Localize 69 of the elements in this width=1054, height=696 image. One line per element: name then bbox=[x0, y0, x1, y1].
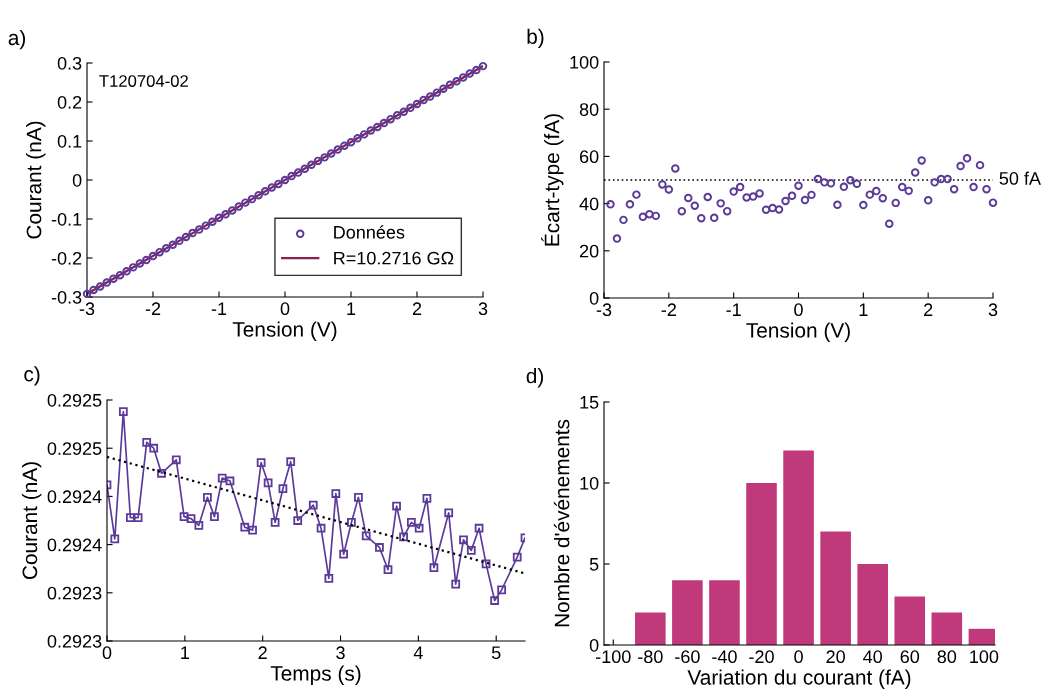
y-tick-label: 0.2924 bbox=[47, 538, 102, 552]
x-tick-label: 40 bbox=[863, 650, 883, 664]
x-tick-label: 1 bbox=[347, 302, 356, 315]
y-tick-label: 10 bbox=[580, 476, 599, 490]
x-tick-label: 1 bbox=[181, 646, 189, 659]
y-tick-label: 0.2924 bbox=[47, 490, 102, 504]
y-axis-title: Courant (nA) bbox=[26, 121, 46, 239]
x-tick-label: -3 bbox=[596, 303, 612, 317]
y-tick-label: 80 bbox=[579, 103, 599, 116]
chart-title: d) bbox=[526, 367, 544, 388]
x-tick-label: 0 bbox=[794, 303, 803, 317]
y-tick-label: 60 bbox=[579, 150, 599, 164]
x-tick-label: 2 bbox=[412, 302, 422, 315]
chart-title: a) bbox=[8, 29, 26, 50]
y-tick-label: 0.1 bbox=[57, 134, 82, 148]
y-tick-label: 20 bbox=[579, 244, 599, 258]
x-tick-label: -2 bbox=[145, 302, 161, 315]
x-tick-label: 3 bbox=[478, 302, 488, 316]
x-tick-label: -3 bbox=[79, 302, 95, 316]
x-tick-label: 2 bbox=[924, 303, 933, 316]
y-tick-label: 5 bbox=[589, 558, 599, 571]
x-tick-label: -1 bbox=[211, 302, 227, 315]
x-tick-label: 3 bbox=[336, 646, 345, 660]
x-tick-label: 4 bbox=[413, 646, 423, 659]
y-tick-label: -0.3 bbox=[51, 290, 82, 304]
y-tick-label: 0.2925 bbox=[47, 442, 102, 455]
x-axis-title: Temps (s) bbox=[270, 665, 361, 685]
x-tick-label: -20 bbox=[749, 650, 774, 664]
annotation: T120704-02 bbox=[99, 75, 188, 87]
y-tick-label: 0.3 bbox=[57, 56, 82, 70]
y-tick-label: 0 bbox=[589, 291, 599, 305]
y-tick-label: 40 bbox=[579, 197, 599, 211]
x-axis-title: Tension (V) bbox=[232, 321, 337, 341]
x-tick-label: 3 bbox=[988, 303, 998, 317]
x-tick-label: -1 bbox=[726, 303, 741, 316]
x-tick-label: 100 bbox=[970, 650, 999, 664]
x-tick-label: -100 bbox=[596, 650, 631, 664]
y-tick-label: -0.2 bbox=[51, 251, 82, 265]
x-tick-label: 0 bbox=[280, 302, 290, 316]
y-axis-title: Courant (nA) bbox=[21, 462, 42, 580]
x-tick-label: 0 bbox=[102, 646, 112, 660]
y-tick-label: 0.2 bbox=[57, 95, 82, 109]
y-axis-title: Écart-type (fA) bbox=[541, 114, 564, 246]
x-tick-label: -40 bbox=[712, 650, 737, 664]
y-tick-label: 0.2923 bbox=[47, 634, 102, 648]
x-axis-title: Variation du courant (fA) bbox=[687, 669, 911, 689]
x-tick-label: 2 bbox=[258, 646, 267, 659]
x-tick-label: 5 bbox=[491, 646, 501, 660]
chart-title: b) bbox=[527, 28, 544, 49]
legend-label: Données bbox=[334, 225, 405, 239]
x-tick-label: -60 bbox=[675, 650, 700, 664]
x-tick-label: 0 bbox=[794, 650, 803, 664]
y-tick-label: 100 bbox=[570, 55, 599, 69]
x-tick-label: -80 bbox=[638, 650, 663, 664]
y-tick-label: 15 bbox=[580, 396, 599, 409]
x-tick-label: 1 bbox=[859, 303, 868, 316]
y-tick-label: 0.2923 bbox=[47, 586, 102, 600]
x-tick-label: 60 bbox=[900, 650, 920, 664]
x-tick-label: 20 bbox=[826, 650, 845, 664]
ref-line-label: 50 fA bbox=[999, 171, 1041, 185]
x-axis-title: Tension (V) bbox=[746, 322, 850, 342]
y-tick-label: 0 bbox=[72, 173, 82, 187]
y-tick-label: -0.1 bbox=[51, 212, 82, 226]
chart-title: c) bbox=[24, 366, 40, 386]
y-axis-title: Nombre d'événements bbox=[553, 419, 570, 627]
x-tick-label: -2 bbox=[661, 303, 676, 316]
y-tick-label: 0.2925 bbox=[47, 393, 102, 407]
legend-label: R=10.2716 GΩ bbox=[334, 251, 454, 265]
x-tick-label: 80 bbox=[937, 650, 957, 664]
